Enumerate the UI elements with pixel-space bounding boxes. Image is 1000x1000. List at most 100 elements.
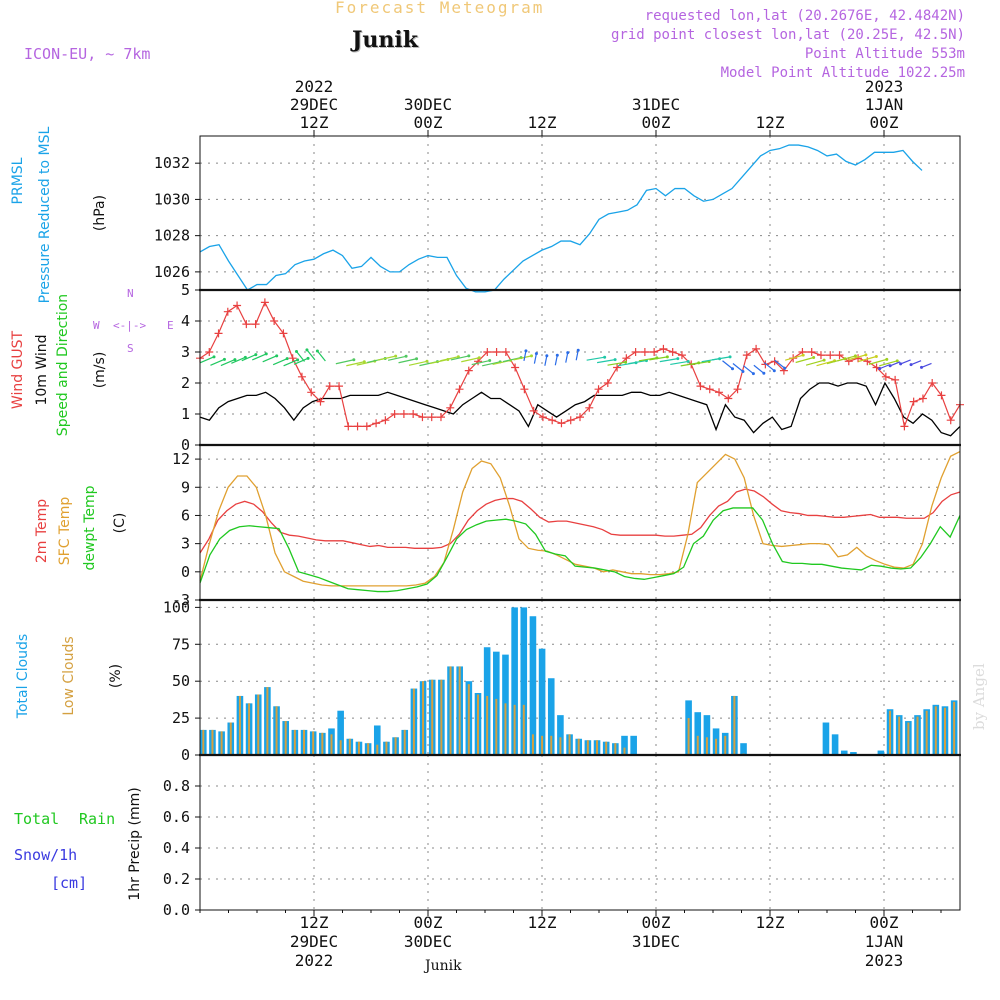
gust-marker: [835, 351, 844, 360]
wind-arrow: [575, 350, 579, 361]
y-tick-label: 1032: [154, 154, 190, 172]
y-tick-label: 2: [181, 374, 190, 392]
gust-marker: [242, 320, 251, 329]
y-tick-label: 0: [181, 436, 190, 454]
wind-arrowhead: [524, 349, 528, 353]
y-tick-label: 0.6: [163, 808, 190, 826]
y-tick-label: 0.2: [163, 870, 190, 888]
low-cloud-bar: [943, 707, 946, 755]
footer-location: Junik: [425, 958, 462, 974]
y-tick-label: 0: [181, 563, 190, 581]
gust-marker: [659, 344, 668, 353]
low-cloud-bar: [312, 731, 315, 755]
panel-frame: [199, 754, 961, 911]
wind-arrowhead: [285, 357, 289, 361]
wind-arrow: [774, 359, 786, 369]
gust-marker: [270, 317, 279, 325]
wind-arrowhead: [909, 363, 913, 367]
pressure-label-prmsl: PRMSL: [10, 157, 26, 205]
low-cloud-bar: [284, 721, 287, 755]
gust-marker: [418, 413, 427, 422]
gust-marker: [724, 394, 733, 403]
gust-marker: [223, 307, 232, 316]
gust-marker: [381, 416, 390, 425]
wind-arrow: [220, 359, 236, 367]
wind-arrowhead: [853, 354, 857, 358]
wind-arrow: [586, 356, 605, 361]
gust-marker: [826, 351, 835, 360]
gust-marker: [677, 351, 686, 360]
low-cloud-bar: [412, 688, 415, 755]
wind-arrow: [293, 357, 309, 365]
wind-arrowhead: [467, 354, 471, 358]
y-tick-label: 1030: [154, 190, 190, 208]
gust-marker: [594, 385, 603, 394]
gust-marker: [427, 413, 436, 422]
wind-arrow: [565, 352, 569, 363]
model-label: ICON-EU, ~ 7km: [24, 45, 151, 63]
pressure-label-full: Pressure Reduced to MSL: [37, 126, 53, 304]
low-cloud-bar: [477, 694, 479, 755]
y-tick-label: 5: [181, 281, 190, 299]
gust-marker: [316, 397, 325, 406]
gust-marker: [918, 394, 927, 403]
gust-marker: [891, 375, 900, 384]
wind-arrowhead: [305, 348, 309, 352]
gust-marker: [279, 329, 288, 338]
bottom-axis-label: 00Z: [870, 913, 899, 932]
wind-arrow: [628, 360, 647, 365]
sfc-temp-label: SFC Temp: [57, 496, 73, 566]
low-cloud-bar: [889, 710, 892, 755]
precip-unit: 1hr Precip (mm): [127, 787, 143, 901]
bottom-axis-label: 12Z: [300, 913, 329, 932]
wind-arrow: [306, 349, 316, 361]
temp-unit: (C): [112, 512, 128, 534]
gust-marker: [622, 354, 631, 363]
gust-marker: [307, 388, 316, 397]
wind-arrow: [377, 355, 396, 361]
clouds-unit: (%): [108, 663, 124, 689]
wind-arrow: [335, 359, 354, 365]
low-cloud-bar: [541, 735, 544, 755]
low-cloud-bar: [458, 666, 461, 755]
gust-marker: [631, 348, 640, 356]
gust-marker: [928, 379, 937, 387]
panel-frame: [199, 289, 961, 446]
low-cloud-bar: [623, 747, 626, 755]
low-cloud-bar: [705, 737, 708, 755]
gust-marker: [474, 357, 483, 366]
wind-arrow: [711, 356, 731, 361]
compass-east: E: [167, 319, 174, 332]
gust-marker: [881, 372, 890, 381]
wind-arrowhead: [296, 358, 300, 362]
wind-arrow: [743, 365, 754, 375]
wind-arrowhead: [812, 355, 816, 359]
gust-marker: [770, 357, 779, 366]
gust-marker: [909, 397, 918, 406]
wind-arrowhead: [874, 355, 878, 359]
gust-marker: [260, 298, 269, 307]
y-tick-label: 1026: [154, 263, 190, 281]
wind-arrow: [482, 361, 501, 367]
total-cloud-bar: [850, 752, 857, 755]
wind-arrow: [346, 361, 365, 367]
wind-arrowhead: [233, 358, 237, 362]
compass-west: W: [93, 319, 100, 332]
low-cloud-bar: [257, 694, 260, 755]
wind-arrowhead: [741, 370, 745, 374]
gust-marker: [538, 413, 547, 422]
wind-arrowhead: [425, 359, 429, 363]
gust-marker: [613, 363, 622, 372]
y-tick-label: 3: [181, 535, 190, 553]
gust-marker: [353, 422, 362, 431]
wind-arrowhead: [728, 355, 732, 359]
gust-marker: [529, 406, 538, 415]
y-tick-label: 4: [181, 312, 190, 330]
gust-marker: [335, 382, 344, 391]
wind-arrowhead: [624, 360, 628, 364]
y-tick-label: 0.0: [163, 901, 190, 919]
wind-arrowhead: [895, 359, 899, 363]
y-tick-label: 12: [172, 450, 190, 468]
wind-arrowhead: [576, 348, 580, 352]
